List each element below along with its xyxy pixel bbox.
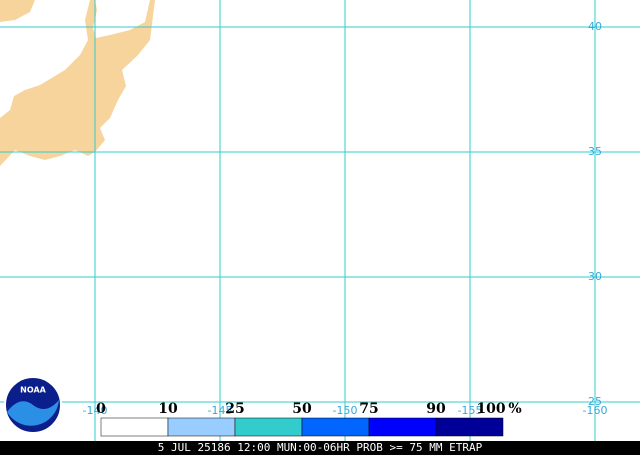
legend-tick: 25 — [225, 401, 244, 417]
legend-tick: 100 — [476, 401, 505, 417]
legend-swatch — [234, 417, 303, 437]
land — [0, 0, 155, 166]
legend-swatch — [301, 417, 370, 437]
lon-label: -155 — [458, 404, 483, 417]
legend-swatch — [167, 417, 236, 437]
footer-band — [0, 441, 640, 455]
legend-swatch — [100, 417, 169, 437]
legend-swatch — [435, 417, 504, 437]
lon-label: -150 — [333, 404, 358, 417]
legend-tick: 50 — [292, 401, 312, 417]
legend-unit: % — [508, 401, 521, 417]
footer-text: 5 JUL 25186 12:00 MUN:00-06HR PROB >= 75… — [158, 441, 483, 454]
legend-tick: 90 — [426, 401, 446, 417]
lon-label: -145 — [208, 404, 233, 417]
legend-tick: 10 — [158, 401, 178, 417]
lon-label: -160 — [583, 404, 608, 417]
legend: 0 10 25 50 75 90 100% — [96, 401, 522, 437]
island — [0, 0, 35, 22]
legend-tick: 75 — [359, 401, 378, 417]
lon-label: -140 — [83, 404, 108, 417]
legend-swatch — [368, 417, 437, 437]
logo-text: NOAA — [20, 386, 46, 395]
logo-wave — [7, 400, 59, 426]
logo-ring — [4, 376, 62, 434]
legend-tick: 0 — [96, 401, 106, 417]
noaa-logo: NOAA — [4, 376, 62, 434]
landmass — [0, 0, 155, 166]
